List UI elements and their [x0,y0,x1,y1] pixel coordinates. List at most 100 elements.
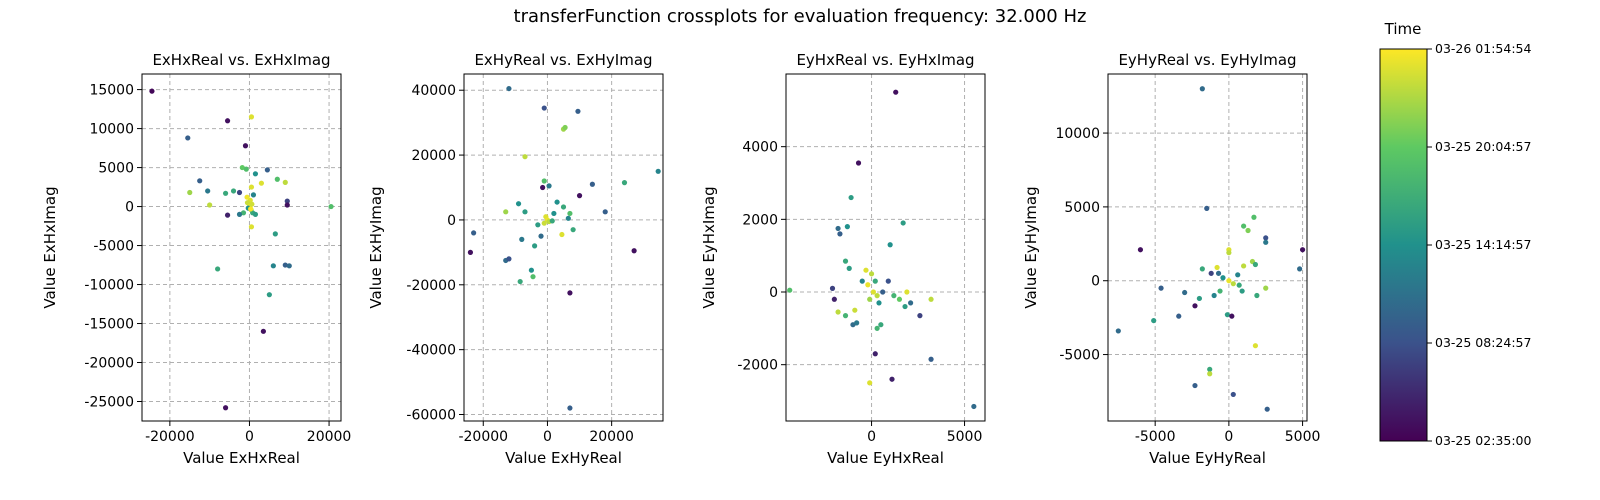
subplot-title: ExHxReal vs. ExHxImag [152,51,330,69]
scatter-point [249,201,255,207]
scatter-point [917,313,923,319]
scatter-point [243,166,249,172]
axes-frame [785,73,986,422]
y-axis-label: Value ExHxImag [41,186,59,308]
scatter-point [286,263,292,269]
axes-frame [141,73,342,422]
scatter-point [506,256,512,262]
colorbar-gradient [1379,48,1428,442]
scatter-point [187,189,193,196]
scatter-point [540,184,546,191]
scatter-point [240,210,247,216]
scatter-point [282,179,288,185]
scatter-point [207,202,213,208]
scatter-point [185,135,191,141]
scatter-point [272,231,278,237]
scatter-point [215,266,221,272]
scatter-point [530,274,536,280]
scatter-point [1199,266,1205,272]
scatter-point [1207,371,1213,377]
colorbar-label: Time [1384,20,1422,38]
scatter-point [1226,278,1232,284]
scatter-point [1158,285,1164,291]
scatter-point [835,309,841,315]
colorbar-tick-label: 03-25 20:04:57 [1435,139,1531,154]
scatter-point [602,209,608,215]
subplot-3: 0 5000 4000 2000 0 -2000 EyHxReal vs. EyHxImag… [700,51,986,467]
scatter-point [535,222,541,228]
scatter-point [1263,239,1269,245]
scatter-point [522,209,528,215]
scatter-point [867,296,873,302]
scatter-point [467,249,474,255]
scatter-point [1226,250,1232,256]
scatter-point [885,278,891,284]
scatter-point [1192,382,1198,389]
scatter-point [149,88,155,94]
y-tick-label: 10000 [1055,126,1100,142]
scatter-point [896,296,903,302]
y-tick-label: -10000 [84,278,134,294]
x-tick-label: 5000 [1285,429,1321,445]
y-axis-label: Value EyHxImag [700,186,718,308]
y-tick-label: 5000 [1064,200,1100,216]
scatter-point [846,265,852,271]
scatter-point [887,242,893,248]
y-tick-label: 20000 [411,148,456,164]
scatter-point [328,203,334,210]
x-tick-label: 20000 [589,429,634,445]
scatter-point [1211,292,1217,299]
scatter-point [1252,343,1259,349]
scatter-point [971,403,977,410]
scatter-point [197,178,203,184]
scatter-point [266,292,272,298]
scatter-point [567,290,573,296]
scatter-point [244,200,251,206]
scatter-point [1251,214,1257,220]
scatter-point [1137,247,1144,253]
scatter-point [252,211,259,217]
scatter-point [1239,288,1245,294]
y-tick-label: -20000 [406,278,456,294]
y-tick-label: 10000 [89,122,134,138]
scatter-point [1263,285,1269,291]
scatter-point [621,180,628,186]
scatter-point [541,105,547,111]
scatter-point [855,160,862,166]
scatter-point [1182,289,1188,296]
y-tick-label: 40000 [411,83,456,99]
subplot-title: ExHyReal vs. ExHyImag [474,51,652,69]
scatter-point [589,181,595,187]
scatter-point [250,192,257,198]
scatter-point [284,198,290,204]
scatter-point [844,224,850,230]
scatter-point [532,243,538,249]
x-tick-label: -20000 [458,429,508,445]
scatter-point [852,307,858,313]
scatter-point [567,405,573,411]
scatter-point [865,282,871,288]
scatter-point [224,212,231,218]
x-axis-label: Value EyHxReal [827,449,944,467]
scatter-point [515,201,522,207]
scatter-point [270,263,276,269]
scatter-point [503,209,509,215]
scatter-point [528,267,535,273]
scatter-point [1215,270,1222,276]
colorbar-tick-label: 03-25 08:24:57 [1435,335,1531,350]
scatter-point [859,278,865,284]
colorbar-tick-label: 03-25 02:35:00 [1435,433,1531,448]
x-axis-label: Value ExHyReal [505,449,622,467]
scatter-point [1241,263,1247,269]
x-tick-label: 0 [1224,429,1233,445]
scatter-point [631,248,637,254]
scatter-point [878,322,884,328]
scatter-point [902,303,908,310]
scatter-point [848,194,854,201]
x-axis-label: Value ExHxReal [183,449,300,467]
scatter-point [560,204,567,210]
scatter-point [1254,292,1260,299]
y-tick-label: -5000 [1059,348,1100,364]
y-tick-label: 15000 [89,83,134,99]
scatter-point [282,262,288,268]
